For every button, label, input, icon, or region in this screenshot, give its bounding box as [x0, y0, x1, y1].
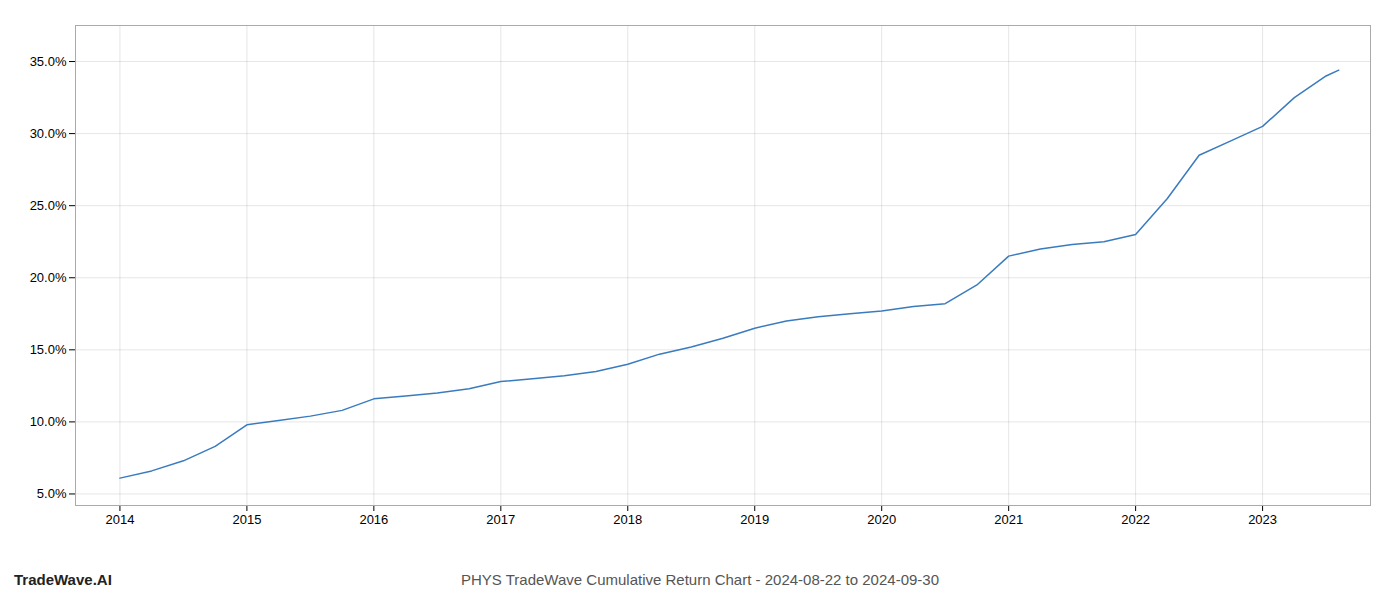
svg-text:25.0%: 25.0% — [30, 198, 67, 213]
svg-text:2020: 2020 — [867, 512, 896, 527]
svg-text:2021: 2021 — [994, 512, 1023, 527]
svg-text:5.0%: 5.0% — [37, 486, 67, 501]
svg-text:2014: 2014 — [105, 512, 134, 527]
svg-text:2023: 2023 — [1248, 512, 1277, 527]
svg-text:30.0%: 30.0% — [30, 126, 67, 141]
svg-text:15.0%: 15.0% — [30, 342, 67, 357]
svg-text:2016: 2016 — [359, 512, 388, 527]
svg-text:20.0%: 20.0% — [30, 270, 67, 285]
svg-text:2017: 2017 — [486, 512, 515, 527]
html-text:PHYS TradeWave Cumulative Retu: PHYS TradeWave Cumulative Return Chart -… — [461, 571, 939, 588]
svg-text:2022: 2022 — [1121, 512, 1150, 527]
svg-text:2018: 2018 — [613, 512, 642, 527]
html-text:TradeWave.AI: TradeWave.AI — [14, 571, 112, 588]
svg-text:35.0%: 35.0% — [30, 54, 67, 69]
svg-text:10.0%: 10.0% — [30, 414, 67, 429]
svg-text:2019: 2019 — [740, 512, 769, 527]
svg-text:2015: 2015 — [232, 512, 261, 527]
